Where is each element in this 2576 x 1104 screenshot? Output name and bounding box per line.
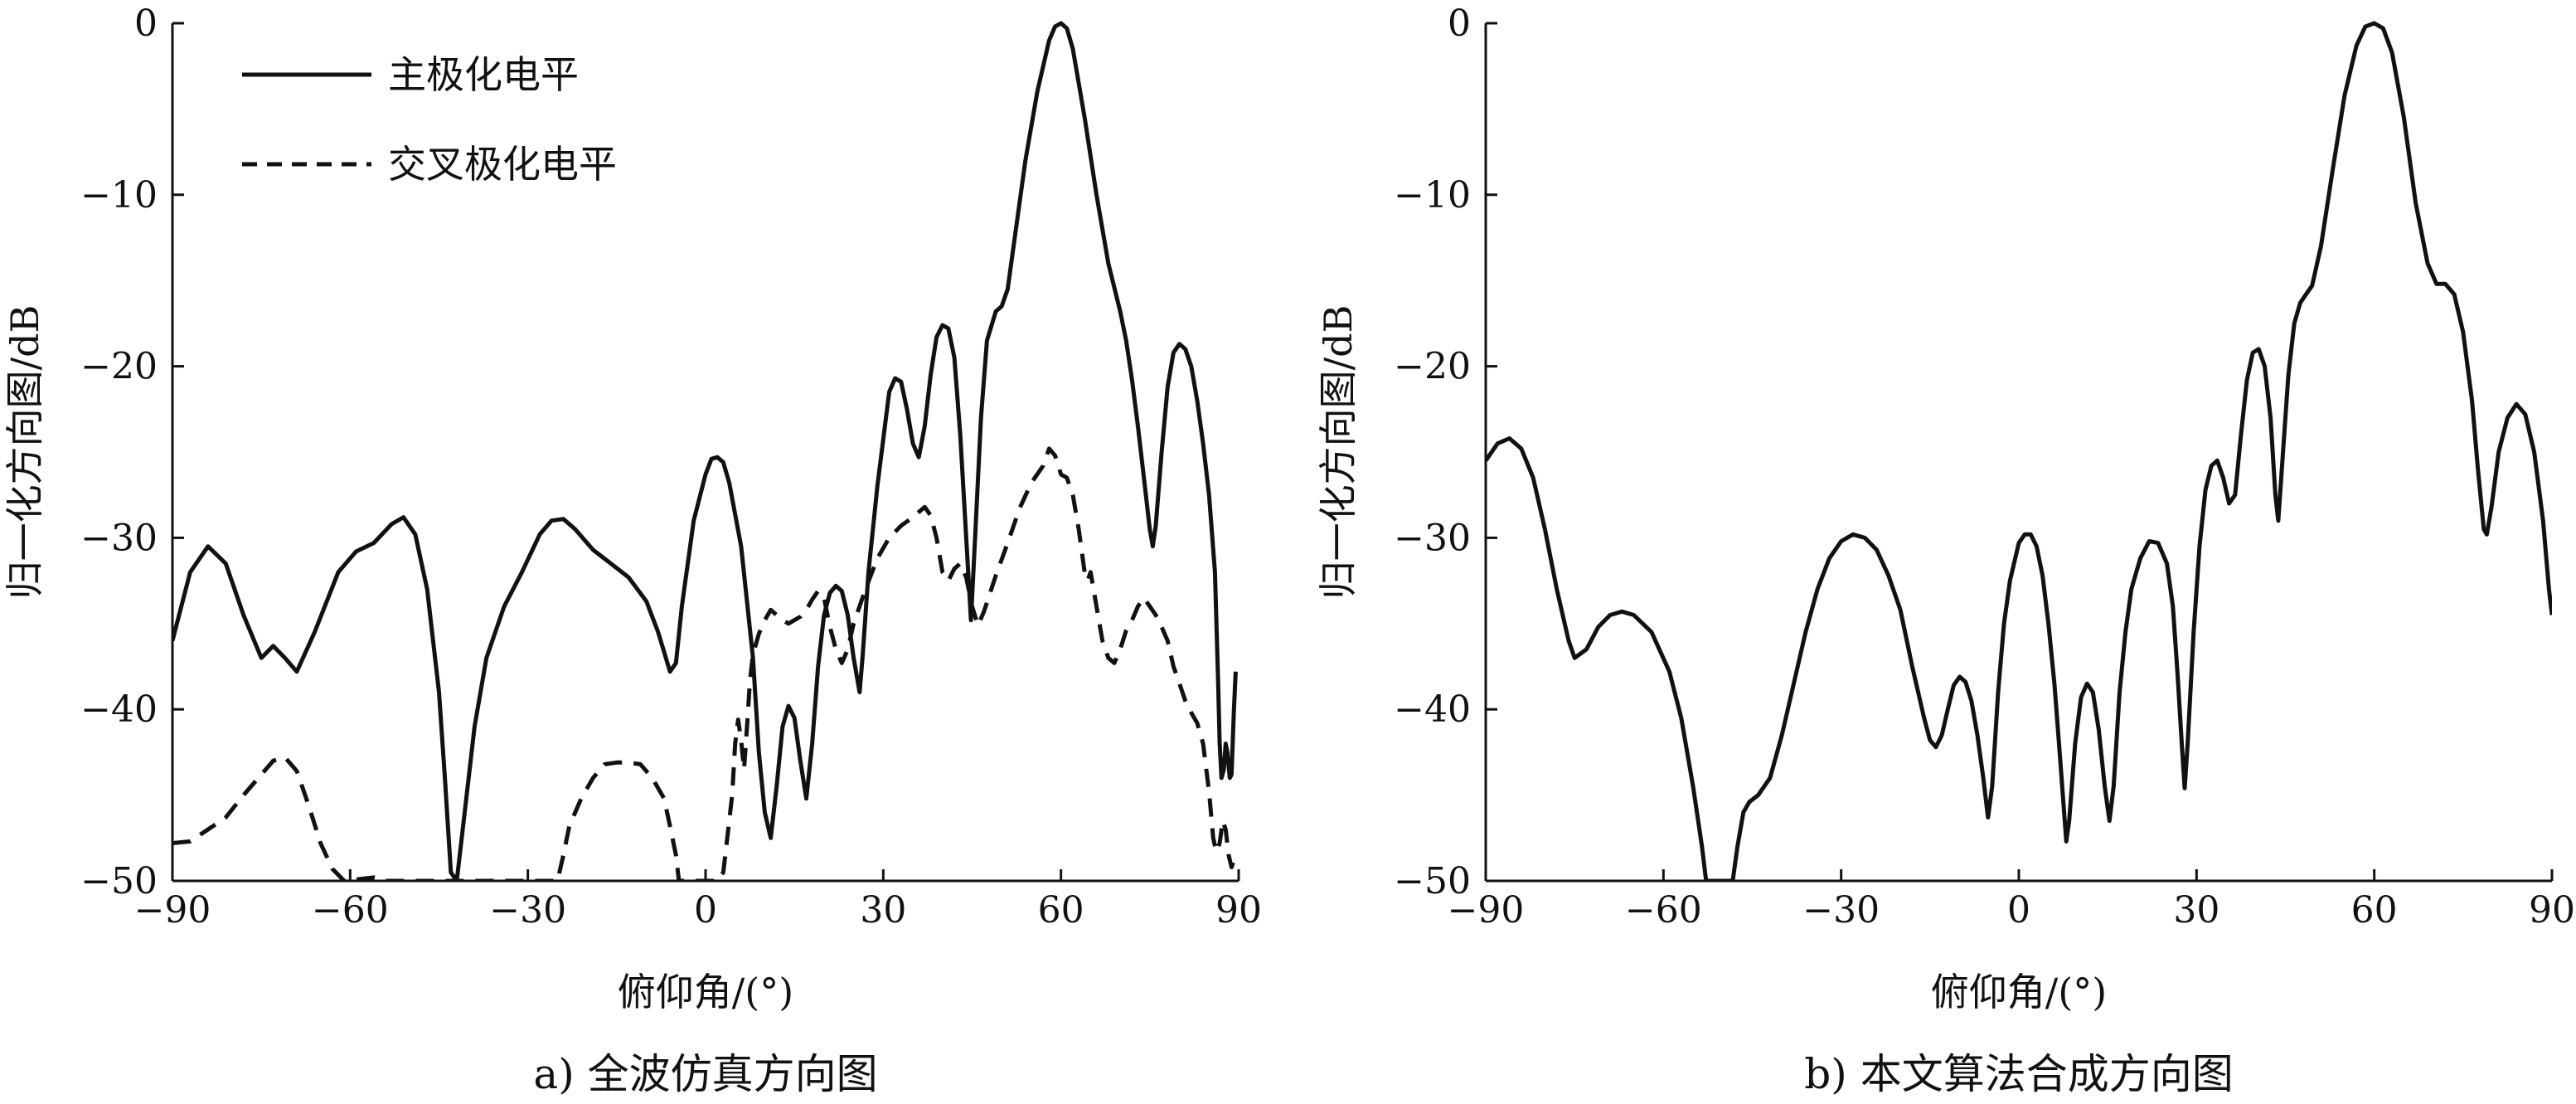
x-tick-label: 30 bbox=[2173, 889, 2219, 931]
y-tick-label: −40 bbox=[80, 688, 158, 731]
y-tick-label: −10 bbox=[80, 174, 158, 216]
y-tick-label: −30 bbox=[1394, 517, 1471, 559]
y-tick-label: −20 bbox=[1394, 346, 1471, 388]
chart-panel-a: −90 −60 −30 0 30 60 90 0 −10 −20 −30 −40 −50 俯仰角/(°) 归… bbox=[2, 2, 1262, 1098]
series-group bbox=[172, 21, 1238, 881]
x-tick-label: 90 bbox=[1215, 889, 1262, 931]
cross-polarization-line bbox=[172, 446, 1238, 881]
x-tick-label: 90 bbox=[2529, 889, 2575, 931]
y-axis-label: 归一化方向图/dB bbox=[2, 305, 47, 600]
x-tick-label: 0 bbox=[694, 889, 717, 931]
y-tick-label: 0 bbox=[134, 2, 158, 45]
y-tick-label: 0 bbox=[1448, 2, 1471, 45]
y-tick-label: −40 bbox=[1394, 688, 1471, 731]
x-tick-label: 0 bbox=[2007, 889, 2030, 931]
x-tick-label: 60 bbox=[2351, 889, 2398, 931]
x-axis-label: 俯仰角/(°) bbox=[1931, 970, 2107, 1014]
chart-panel-b: −90 −60 −30 0 30 60 90 0 −10 −20 −30 −40 −50 俯仰角/(°) 归… bbox=[1316, 2, 2575, 1098]
legend-label: 主极化电平 bbox=[388, 52, 579, 97]
y-tick-label: −50 bbox=[80, 860, 158, 902]
x-tick-label: −30 bbox=[1802, 889, 1880, 931]
legend-label: 交叉极化电平 bbox=[388, 142, 617, 187]
x-tick-label: 60 bbox=[1038, 889, 1084, 931]
x-tick-label: −30 bbox=[489, 889, 566, 931]
x-tick-label: −90 bbox=[1448, 889, 1525, 931]
y-tick-label: −20 bbox=[80, 346, 158, 388]
series-group bbox=[1486, 21, 2552, 881]
x-tick-label: −60 bbox=[1625, 889, 1702, 931]
co-polarization-line bbox=[172, 21, 1238, 881]
y-tick-label: −10 bbox=[1394, 174, 1471, 216]
chart-caption: a) 全波仿真方向图 bbox=[533, 1050, 877, 1098]
y-axis-label: 归一化方向图/dB bbox=[1316, 305, 1361, 600]
y-tick-label: −30 bbox=[80, 517, 158, 559]
x-tick-label: −90 bbox=[134, 889, 211, 931]
chart-caption: b) 本文算法合成方向图 bbox=[1804, 1050, 2233, 1098]
co-polarization-line bbox=[1486, 21, 2552, 881]
x-axis-label: 俯仰角/(°) bbox=[618, 970, 793, 1014]
y-tick-label: −50 bbox=[1394, 860, 1471, 902]
x-tick-label: −60 bbox=[312, 889, 389, 931]
x-tick-label: 30 bbox=[860, 889, 906, 931]
